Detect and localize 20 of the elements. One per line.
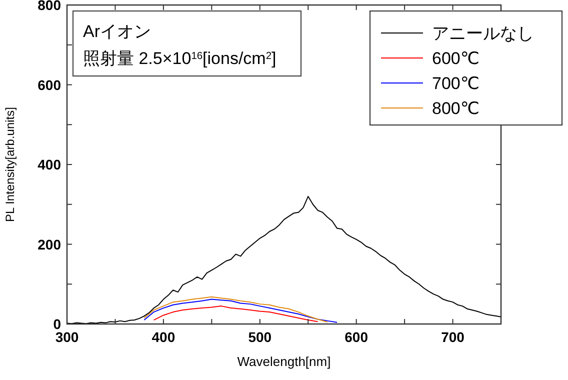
x-tick-label: 400 [152,329,176,345]
legend-label: 800℃ [432,99,480,118]
annotation: 照射量 2.5×10$^{16}$[ions/cm$^{2}$] [83,49,276,68]
y-tick-label: 0 [53,316,62,332]
x-tick-label: 500 [248,329,272,345]
x-tick-label: 700 [441,329,465,345]
y-tick-label: 400 [38,156,62,172]
x-tick-label: 600 [344,329,368,345]
legend-label: アニールなし [432,24,534,43]
x-tick-label: 300 [55,329,79,345]
annotation: Arイオン [83,22,151,41]
y-axis-title: PL Intensity[arb.units] [3,107,17,222]
y-tick-label: 800 [38,0,62,13]
y-tick-label: 600 [38,76,62,93]
legend-label: 700℃ [432,74,480,93]
legend-label: 600℃ [432,49,480,68]
line-series [153,306,318,322]
x-axis-title: Wavelength[nm] [237,354,331,369]
y-tick-label: 200 [38,236,62,252]
line-series [66,196,502,324]
